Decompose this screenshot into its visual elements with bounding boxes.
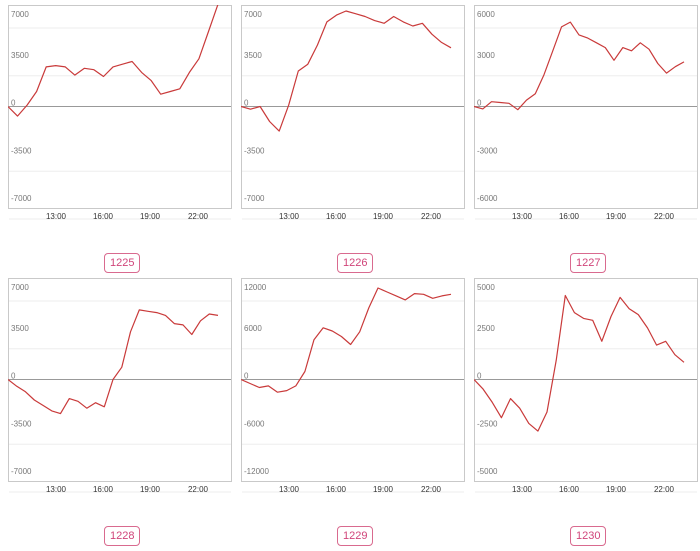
chart-panel-1230: 5000 2500 0 -2500 -5000 13:00 16:00 19:00 22:00 1… <box>474 278 700 551</box>
y-tick-label: 0 <box>11 99 16 108</box>
y-tick-label: 3000 <box>477 51 495 60</box>
chart-panel-1228: 7000 3500 0 -3500 -7000 13:00 16:00 19:00 22:00 1… <box>8 278 239 551</box>
y-tick-label: 7000 <box>11 10 29 19</box>
x-tick-label: 13:00 <box>279 212 300 221</box>
x-tick-label: 19:00 <box>606 212 627 221</box>
x-tick-label: 13:00 <box>46 212 67 221</box>
y-tick-label: -6000 <box>244 419 265 428</box>
x-tick-label: 19:00 <box>140 485 161 494</box>
line-chart: 7000 3500 0 -3500 -7000 13:00 16:00 19:00 22:00 <box>241 5 465 221</box>
y-tick-label: 0 <box>244 372 249 381</box>
x-tick-label: 22:00 <box>421 212 442 221</box>
line-chart: 7000 3500 0 -3500 -7000 13:00 16:00 19:00 22:00 <box>8 278 232 494</box>
y-tick-label: 0 <box>11 372 16 381</box>
line-chart: 12000 6000 0 -6000 -12000 13:00 16:00 19:00 22:0… <box>241 278 465 494</box>
series-line <box>8 309 219 415</box>
x-tick-label: 19:00 <box>373 485 394 494</box>
chart-label-badge[interactable]: 1230 <box>570 526 607 546</box>
x-tick-label: 16:00 <box>326 485 347 494</box>
y-tick-label: -7000 <box>244 194 265 203</box>
series-line <box>241 287 452 393</box>
x-tick-label: 13:00 <box>512 485 533 494</box>
x-tick-label: 22:00 <box>654 212 675 221</box>
y-tick-label: 0 <box>477 99 482 108</box>
y-tick-label: 2500 <box>477 324 495 333</box>
x-tick-label: 16:00 <box>93 485 114 494</box>
y-tick-label: 3500 <box>11 324 29 333</box>
y-tick-label: -3000 <box>477 146 498 155</box>
y-tick-label: 7000 <box>244 10 262 19</box>
x-tick-label: 22:00 <box>654 485 675 494</box>
line-chart: 7000 3500 0 -3500 -7000 13:00 16:00 19:00 22:00 <box>8 5 232 221</box>
y-tick-label: 0 <box>244 99 249 108</box>
line-chart: 6000 3000 0 -3000 -6000 13:00 16:00 19:00 22:00 <box>474 5 698 221</box>
y-tick-label: 0 <box>477 372 482 381</box>
chart-label-badge[interactable]: 1228 <box>104 526 141 546</box>
x-tick-label: 13:00 <box>46 485 67 494</box>
x-tick-label: 16:00 <box>93 212 114 221</box>
x-tick-label: 19:00 <box>606 485 627 494</box>
line-chart: 5000 2500 0 -2500 -5000 13:00 16:00 19:00 22:00 <box>474 278 698 494</box>
y-tick-label: 5000 <box>477 283 495 292</box>
y-tick-label: 12000 <box>244 283 267 292</box>
series-line <box>8 5 219 117</box>
chart-panel-1227: 6000 3000 0 -3000 -6000 13:00 16:00 19:00 22:00 1… <box>474 5 700 278</box>
y-tick-label: -7000 <box>11 194 32 203</box>
y-tick-label: -3500 <box>11 419 32 428</box>
series-line <box>241 10 452 132</box>
x-tick-label: 16:00 <box>559 485 580 494</box>
chart-label-badge[interactable]: 1226 <box>337 253 374 273</box>
y-tick-label: 6000 <box>477 10 495 19</box>
y-tick-label: 3500 <box>11 51 29 60</box>
y-tick-label: -3500 <box>11 146 32 155</box>
chart-panel-1229: 12000 6000 0 -6000 -12000 13:00 16:00 19:00 22:0… <box>241 278 472 551</box>
y-tick-label: -2500 <box>477 419 498 428</box>
chart-panel-1225: 7000 3500 0 -3500 -7000 13:00 16:00 19:00 22:00 1… <box>8 5 239 278</box>
x-tick-label: 19:00 <box>140 212 161 221</box>
y-tick-label: -3500 <box>244 146 265 155</box>
chart-label-badge[interactable]: 1225 <box>104 253 141 273</box>
chart-panel-1226: 7000 3500 0 -3500 -7000 13:00 16:00 19:00 22:00 1… <box>241 5 472 278</box>
x-tick-label: 22:00 <box>421 485 442 494</box>
x-tick-label: 22:00 <box>188 485 209 494</box>
x-tick-label: 19:00 <box>373 212 394 221</box>
x-tick-label: 22:00 <box>188 212 209 221</box>
y-tick-label: -7000 <box>11 467 32 476</box>
y-tick-label: -12000 <box>244 467 269 476</box>
y-tick-label: 7000 <box>11 283 29 292</box>
y-tick-label: 6000 <box>244 324 262 333</box>
series-line <box>474 21 685 111</box>
series-line <box>474 294 685 432</box>
x-tick-label: 13:00 <box>279 485 300 494</box>
y-tick-label: -5000 <box>477 467 498 476</box>
y-tick-label: -6000 <box>477 194 498 203</box>
x-tick-label: 16:00 <box>326 212 347 221</box>
y-tick-label: 3500 <box>244 51 262 60</box>
chart-label-badge[interactable]: 1229 <box>337 526 374 546</box>
x-tick-label: 16:00 <box>559 212 580 221</box>
x-tick-label: 13:00 <box>512 212 533 221</box>
chart-label-badge[interactable]: 1227 <box>570 253 607 273</box>
